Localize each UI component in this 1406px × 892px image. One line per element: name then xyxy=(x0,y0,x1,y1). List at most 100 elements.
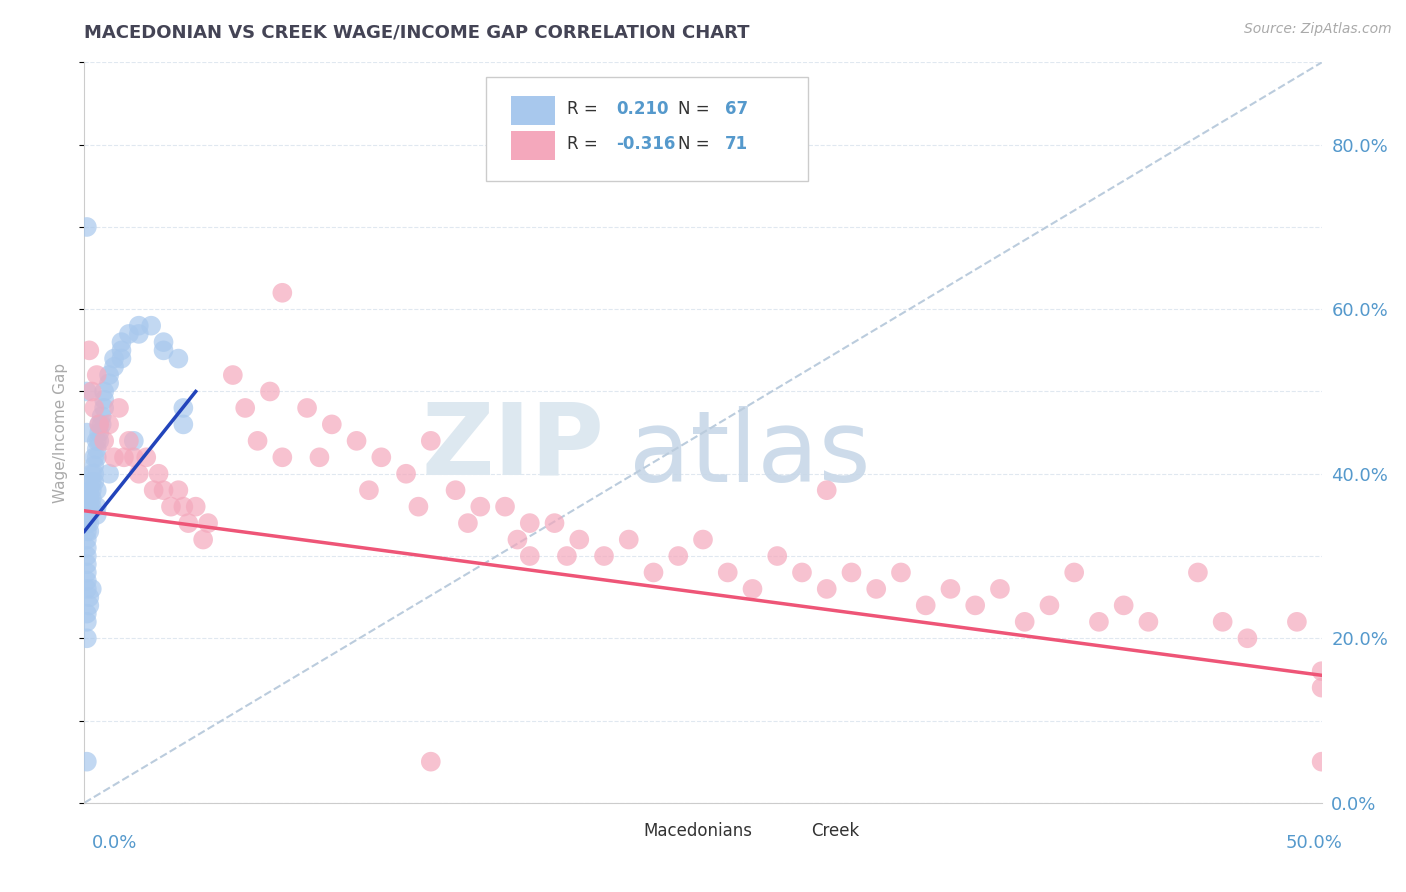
Point xyxy=(80,582,103,596)
Point xyxy=(76,425,98,440)
FancyBboxPatch shape xyxy=(605,822,636,844)
Point xyxy=(321,417,343,432)
Point xyxy=(112,450,135,465)
Point xyxy=(766,549,789,563)
Point xyxy=(90,417,112,432)
Point xyxy=(184,500,207,514)
Point xyxy=(83,450,105,465)
Point xyxy=(295,401,318,415)
Point xyxy=(271,450,294,465)
Point xyxy=(80,500,103,514)
Point xyxy=(152,335,174,350)
Point xyxy=(90,409,112,424)
Point xyxy=(86,508,108,522)
Point xyxy=(555,549,578,563)
Point xyxy=(79,343,101,358)
Point xyxy=(1310,755,1333,769)
Point xyxy=(110,351,132,366)
Point xyxy=(118,434,141,448)
Point xyxy=(80,384,103,399)
Point xyxy=(1310,681,1333,695)
Point xyxy=(135,450,157,465)
Point xyxy=(1187,566,1209,580)
Point xyxy=(76,566,98,580)
Point xyxy=(167,483,190,498)
Point xyxy=(103,359,125,374)
Point xyxy=(76,524,98,539)
FancyBboxPatch shape xyxy=(512,95,554,126)
Point xyxy=(172,417,194,432)
Point xyxy=(76,574,98,588)
Point xyxy=(191,533,214,547)
Point xyxy=(76,541,98,555)
Text: R =: R = xyxy=(567,100,603,118)
Point xyxy=(80,491,103,506)
Point xyxy=(89,434,111,448)
Point xyxy=(593,549,616,563)
Point xyxy=(444,483,467,498)
Point xyxy=(865,582,887,596)
Point xyxy=(160,500,183,514)
Point xyxy=(141,318,163,333)
Point xyxy=(76,632,98,646)
Point xyxy=(86,368,108,382)
Point xyxy=(122,434,145,448)
Point xyxy=(741,582,763,596)
Point xyxy=(76,582,98,596)
Point xyxy=(79,524,101,539)
Point xyxy=(98,467,121,481)
Point xyxy=(79,516,101,530)
Point xyxy=(79,483,101,498)
Point xyxy=(506,533,529,547)
Point xyxy=(76,533,98,547)
Point xyxy=(1038,599,1060,613)
Point xyxy=(890,566,912,580)
Text: R =: R = xyxy=(567,135,603,153)
Point xyxy=(103,450,125,465)
Point xyxy=(86,450,108,465)
Point xyxy=(152,483,174,498)
Text: -0.316: -0.316 xyxy=(616,135,676,153)
Point xyxy=(89,417,111,432)
Point xyxy=(172,500,194,514)
Point xyxy=(128,326,150,341)
Point xyxy=(841,566,863,580)
Point xyxy=(142,483,165,498)
Point xyxy=(76,755,98,769)
Point xyxy=(83,401,105,415)
Point xyxy=(98,376,121,391)
Point xyxy=(519,549,541,563)
Point xyxy=(76,615,98,629)
Point xyxy=(110,335,132,350)
Point xyxy=(1088,615,1111,629)
Point xyxy=(666,549,689,563)
Point xyxy=(110,343,132,358)
Point xyxy=(357,483,380,498)
Point xyxy=(118,326,141,341)
Point xyxy=(86,500,108,514)
Text: 0.0%: 0.0% xyxy=(91,834,136,852)
Point xyxy=(914,599,936,613)
Text: 50.0%: 50.0% xyxy=(1286,834,1343,852)
Point xyxy=(815,483,838,498)
FancyBboxPatch shape xyxy=(770,822,801,844)
Point xyxy=(692,533,714,547)
Point xyxy=(419,434,441,448)
Point xyxy=(543,516,565,530)
Point xyxy=(177,516,200,530)
Point xyxy=(408,500,430,514)
Point xyxy=(86,442,108,456)
Point xyxy=(83,475,105,489)
Point xyxy=(568,533,591,547)
Point xyxy=(83,467,105,481)
Point xyxy=(98,417,121,432)
Text: Creek: Creek xyxy=(811,822,859,840)
Text: atlas: atlas xyxy=(628,407,870,503)
Point xyxy=(1137,615,1160,629)
Point xyxy=(108,401,131,415)
Point xyxy=(80,483,103,498)
Point xyxy=(790,566,813,580)
Point xyxy=(172,401,194,415)
Point xyxy=(89,425,111,440)
Text: 67: 67 xyxy=(725,100,748,118)
